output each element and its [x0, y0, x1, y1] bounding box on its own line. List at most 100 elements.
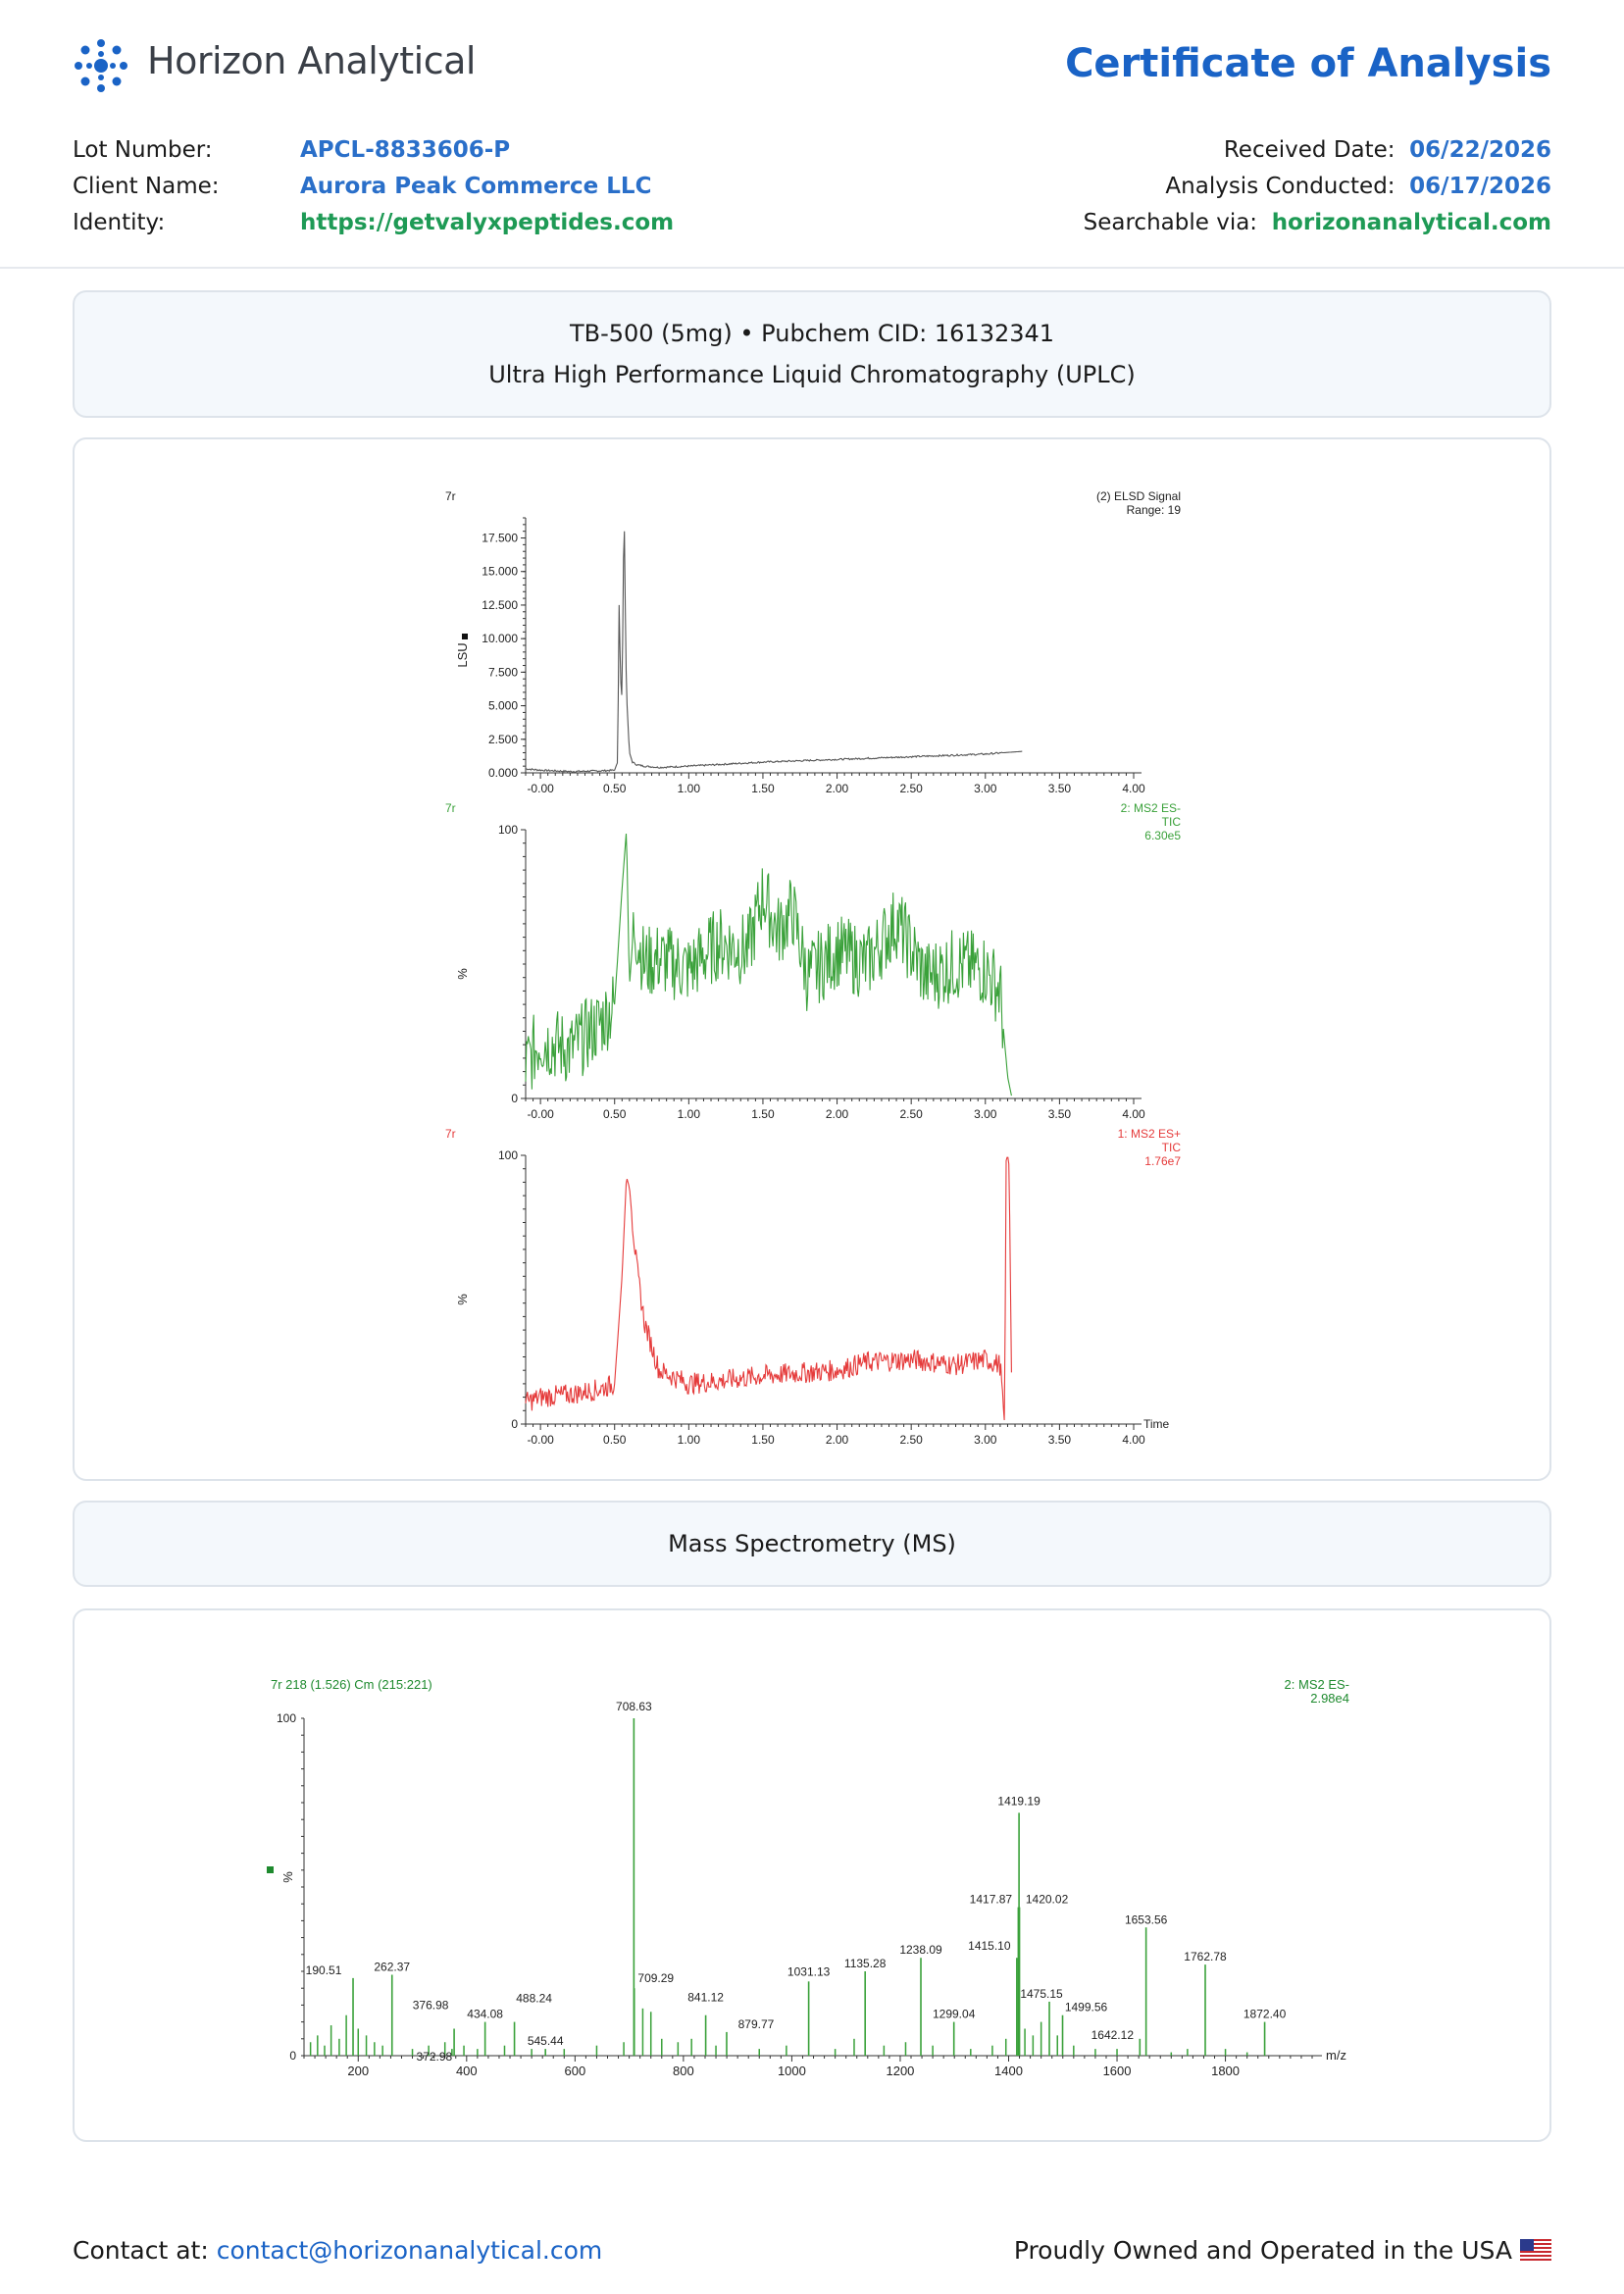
peak-label: 545.44 [528, 2034, 564, 2048]
contact-label: Contact at: [73, 2236, 209, 2265]
x-tick-label: 2.00 [826, 1433, 849, 1447]
trace-scale: 1.76e7 [1144, 1154, 1181, 1168]
x-tick-label: 3.00 [974, 1433, 997, 1447]
y-tick-label: 0 [289, 2049, 296, 2063]
page-title: Certificate of Analysis [1065, 41, 1551, 86]
y-tick-label: 100 [498, 1148, 518, 1162]
peak-label: 1417.87 [970, 1893, 1013, 1907]
trace-line [526, 531, 1023, 773]
footer-contact: Contact at: contact@horizonanalytical.co… [73, 2236, 602, 2265]
identity-link[interactable]: https://getvalyxpeptides.com [300, 210, 675, 235]
peak-label: 190.51 [306, 1963, 342, 1977]
x-tick-label: 4.00 [1122, 1107, 1145, 1121]
x-tick-label: 1.00 [678, 1107, 701, 1121]
y-tick-label: 17.500 [482, 532, 518, 545]
x-tick-label: 2.50 [899, 1433, 923, 1447]
y-tick-label: 15.000 [482, 565, 518, 579]
x-axis-label: Time [1143, 1417, 1170, 1431]
x-tick-label: 3.00 [974, 1107, 997, 1121]
series-scale: 2.98e4 [1310, 1691, 1349, 1706]
x-tick-label: 200 [347, 2064, 369, 2078]
analysis-date-value: 06/17/2026 [1409, 174, 1551, 199]
ylabel-marker [462, 634, 468, 639]
x-tick-label: 0.50 [603, 1107, 627, 1121]
header-divider [0, 267, 1624, 269]
peak-label: 434.08 [467, 2008, 503, 2021]
x-tick-label: 1.50 [751, 782, 775, 795]
x-tick-label: 1.00 [678, 1433, 701, 1447]
peak-label: 372.98 [417, 2050, 453, 2064]
peak-label: 708.63 [616, 1700, 652, 1713]
x-tick-label: 1400 [994, 2064, 1023, 2078]
trace-id: 7r [445, 489, 456, 503]
x-tick-label: 2.50 [899, 1107, 923, 1121]
trace-id: 7r [445, 801, 456, 815]
y-tick-label: 12.500 [482, 598, 518, 612]
peak-label: 1135.28 [844, 1957, 887, 1970]
y-axis-label: LSU [455, 642, 470, 667]
client-name-value: Aurora Peak Commerce LLC [300, 174, 652, 199]
y-axis-label: % [455, 968, 470, 980]
y-tick-label: 10.000 [482, 632, 518, 645]
x-tick-label: -0.00 [527, 1433, 554, 1447]
peak-label: 1653.56 [1125, 1912, 1168, 1926]
peak-label: 1415.10 [968, 1939, 1011, 1953]
trace-subtitle: Range: 19 [1127, 503, 1182, 517]
peak-label: 1475.15 [1020, 1987, 1063, 2001]
peak-label: 1420.02 [1026, 1893, 1069, 1907]
method-line: Ultra High Performance Liquid Chromatogr… [488, 361, 1136, 388]
peak-label: 1238.09 [899, 1943, 942, 1957]
ms-chart-panel: 200 400 600 800 1000 1200 1400 1600 1800 0 100% 7r … [73, 1608, 1551, 2142]
trace-line [525, 1156, 1012, 1421]
trace-title: 1: MS2 ES+ [1118, 1127, 1181, 1141]
x-tick-label: 1.50 [751, 1107, 775, 1121]
x-tick-label: 0.50 [603, 782, 627, 795]
identity-label: Identity: [73, 210, 166, 235]
chromatogram-2: -0.00 0.50 1.00 1.50 2.00 2.50 3.00 3.50 4.00 0 10… [445, 801, 1181, 1121]
received-date-label: Received Date: [1223, 137, 1396, 163]
peak-label: 1031.13 [787, 1964, 831, 1978]
y-tick-label: 0.000 [488, 766, 518, 780]
trace-scale: 6.30e5 [1144, 829, 1181, 842]
x-tick-label: 2.50 [899, 782, 923, 795]
trace-title: (2) ELSD Signal [1096, 489, 1181, 503]
lot-number-label: Lot Number: [73, 137, 213, 163]
trace-subtitle: TIC [1162, 815, 1182, 829]
ms-plot: 200 400 600 800 1000 1200 1400 1600 1800 0 100% 7r … [267, 1677, 1349, 2078]
y-tick-label: 5.000 [488, 699, 518, 713]
y-tick-label: 0 [511, 1092, 518, 1105]
contact-email-link[interactable]: contact@horizonanalytical.com [216, 2236, 603, 2265]
x-tick-label: 1.00 [678, 782, 701, 795]
uplc-chart-panel: -0.00 0.50 1.00 1.50 2.00 2.50 3.00 3.50 4.00 0.0… [73, 437, 1551, 1481]
peak-label: 488.24 [516, 1992, 552, 2006]
ms-section-title: Mass Spectrometry (MS) [668, 1530, 956, 1557]
tagline-text: Proudly Owned and Operated in the USA [1013, 2236, 1512, 2265]
logo-icon [75, 39, 127, 92]
y-tick-label: 0 [511, 1417, 518, 1431]
peak-label: 1642.12 [1091, 2028, 1135, 2042]
searchable-row: Searchable via: horizonanalytical.com [1084, 210, 1551, 235]
series-title: 2: MS2 ES- [1285, 1677, 1349, 1692]
client-name-label: Client Name: [73, 174, 220, 199]
ylabel-marker [267, 1866, 274, 1873]
x-tick-label: 4.00 [1122, 1433, 1145, 1447]
peak-label: 841.12 [687, 1991, 724, 2005]
x-tick-label: 0.50 [603, 1433, 627, 1447]
x-tick-label: 3.50 [1048, 1433, 1072, 1447]
x-tick-label: 1200 [886, 2064, 914, 2078]
chromatogram-3: -0.00 0.50 1.00 1.50 2.00 2.50 3.00 3.50 4.00 0 10… [445, 1127, 1181, 1447]
footer-tagline: Proudly Owned and Operated in the USA [1014, 2236, 1551, 2265]
y-axis-label: % [280, 1871, 295, 1883]
received-date-value: 06/22/2026 [1409, 137, 1551, 163]
searchable-link[interactable]: horizonanalytical.com [1271, 210, 1551, 235]
peak-label: 1872.40 [1243, 2008, 1287, 2021]
y-tick-label: 7.500 [488, 665, 518, 679]
x-tick-label: 4.00 [1122, 782, 1145, 795]
peak-label: 709.29 [637, 1971, 674, 1985]
peak-label: 1299.04 [933, 2008, 976, 2021]
x-tick-label: -0.00 [527, 782, 554, 795]
trace-id: 7r [445, 1127, 456, 1141]
x-tick-label: 2.00 [826, 782, 849, 795]
x-tick-label: 1800 [1211, 2064, 1240, 2078]
analysis-date-row: Analysis Conducted: 06/17/2026 [1165, 174, 1551, 199]
